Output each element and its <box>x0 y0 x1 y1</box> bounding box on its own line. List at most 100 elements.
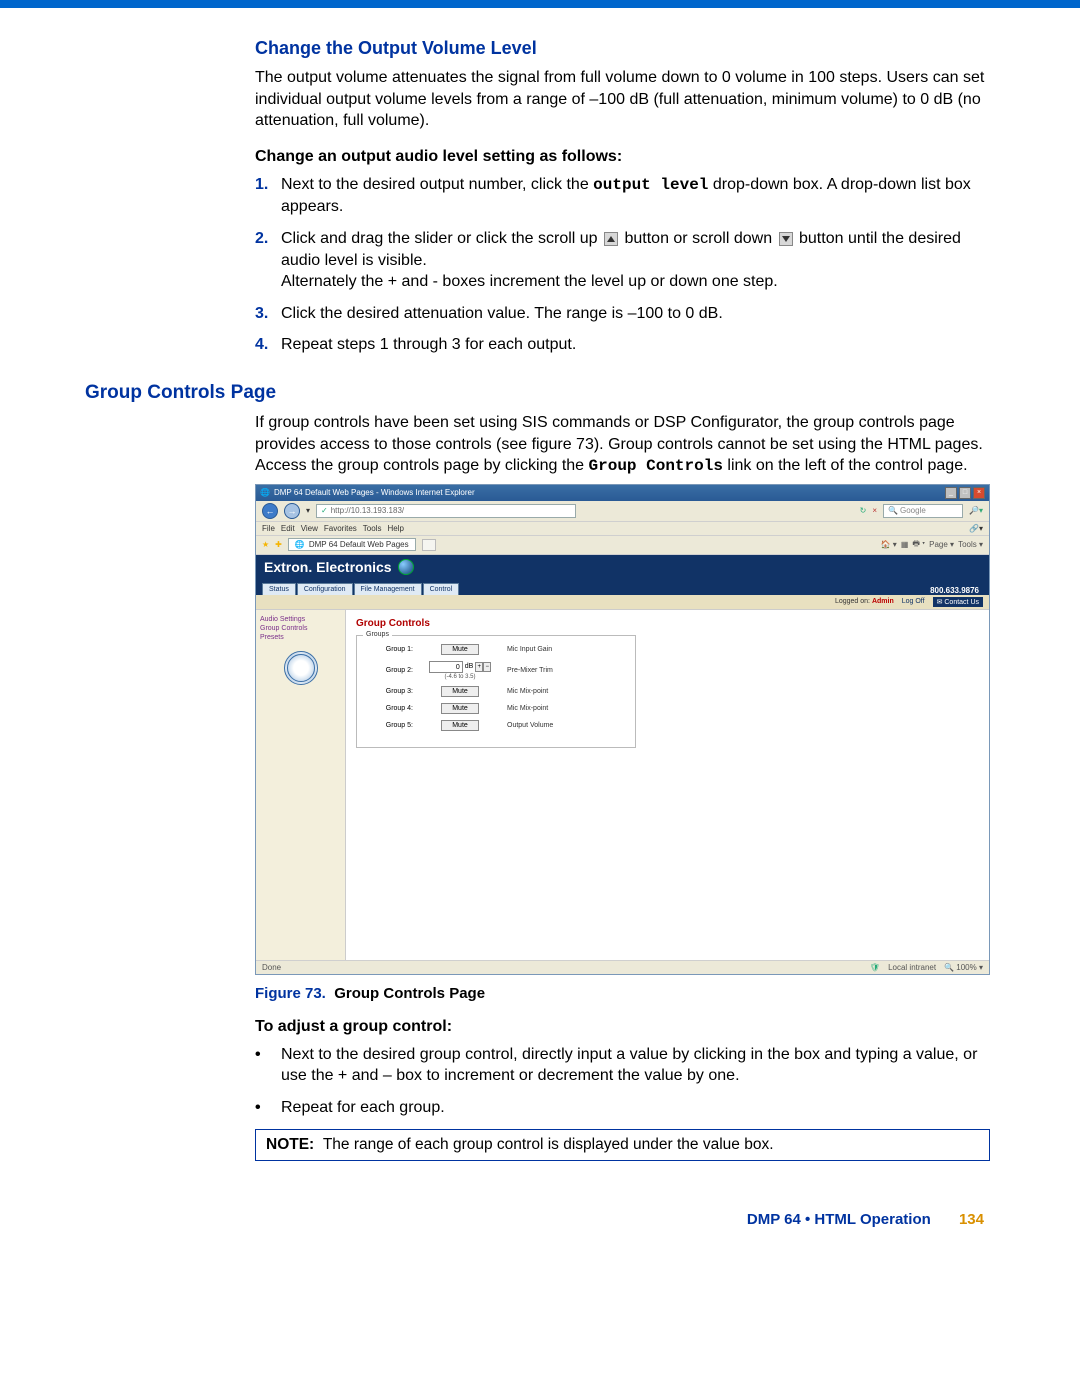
step-3: Click the desired attenuation value. The… <box>281 303 723 325</box>
adjust-bullets: •Next to the desired group control, dire… <box>255 1044 990 1119</box>
gc-para-mono: Group Controls <box>589 457 723 475</box>
zone-text: Local intranet <box>888 963 936 972</box>
group-2-desc: Pre-Mixer Trim <box>507 667 553 674</box>
step-2: Click and drag the slider or click the s… <box>281 228 990 293</box>
para-output-volume: The output volume attenuates the signal … <box>255 67 990 132</box>
tab-status[interactable]: Status <box>262 583 296 595</box>
group-1-mute-button[interactable]: Mute <box>441 644 479 655</box>
extron-statusbar: Logged on: Admin Log Off ✉ Contact Us <box>256 595 989 610</box>
extron-round-logo <box>284 651 318 685</box>
group-row-5: Group 5: Mute Output Volume <box>367 720 625 731</box>
group-1-desc: Mic Input Gain <box>507 646 552 653</box>
extron-banner: Extron. Electronics <box>256 555 989 579</box>
group-4-label: Group 4: <box>367 705 413 712</box>
globe-icon <box>398 559 414 575</box>
sidebar-audio-settings[interactable]: Audio Settings <box>260 616 341 623</box>
status-done: Done <box>262 963 281 972</box>
favorites-icon[interactable]: ★ <box>262 540 269 549</box>
bullet-1: Next to the desired group control, direc… <box>281 1044 990 1087</box>
sidebar-group-controls[interactable]: Group Controls <box>260 625 341 632</box>
step-1: Next to the desired output number, click… <box>281 174 990 218</box>
step2-text-b: button or scroll down <box>620 230 777 247</box>
home-icon[interactable]: 🏠 ▾ <box>881 540 897 549</box>
forward-button[interactable]: → <box>284 503 300 519</box>
group-2-inc-button[interactable]: + <box>475 662 483 672</box>
tool-tools[interactable]: Tools ▾ <box>958 540 983 549</box>
extron-tabs: Status Configuration File Management Con… <box>256 579 989 595</box>
page-content: Change the Output Volume Level The outpu… <box>0 8 1080 1288</box>
figure-caption: Figure 73. Group Controls Page <box>255 985 990 1002</box>
group-row-4: Group 4: Mute Mic Mix-point <box>367 703 625 714</box>
note-box: NOTE: The range of each group control is… <box>255 1129 990 1161</box>
group-row-3: Group 3: Mute Mic Mix-point <box>367 686 625 697</box>
group-3-label: Group 3: <box>367 688 413 695</box>
step-num-2: 2. <box>255 228 281 293</box>
tool-page[interactable]: Page ▾ <box>929 540 954 549</box>
dropdown-icon[interactable]: ▾ <box>306 506 310 515</box>
tab-configuration[interactable]: Configuration <box>297 583 353 595</box>
step2-text-d: Alternately the + and - boxes increment … <box>281 273 778 290</box>
zone-icon: 🛡 <box>870 963 880 972</box>
menu-favorites[interactable]: Favorites <box>324 524 357 533</box>
scroll-down-icon <box>779 232 793 246</box>
group-2-dec-button[interactable]: − <box>483 662 491 672</box>
minimize-button[interactable]: _ <box>945 487 957 499</box>
nav-bar: ← → ▾ ✓ http://10.13.193.183/ ↻ × 🔍 Goog… <box>256 501 989 522</box>
step-num-4: 4. <box>255 334 281 356</box>
bullet-2: Repeat for each group. <box>281 1097 445 1119</box>
step1-mono: output level <box>593 176 708 194</box>
extron-content: Audio Settings Group Controls Presets Gr… <box>256 610 989 960</box>
close-button[interactable]: × <box>973 487 985 499</box>
new-tab-button[interactable] <box>422 539 436 551</box>
subhead-change-output: Change an output audio level setting as … <box>255 148 990 166</box>
group-2-range: (-4.6 to 3.5) <box>444 674 475 680</box>
figure-title: Group Controls Page <box>334 985 485 1002</box>
sidebar-presets[interactable]: Presets <box>260 634 341 641</box>
back-button[interactable]: ← <box>262 503 278 519</box>
step-4: Repeat steps 1 through 3 for each output… <box>281 334 576 356</box>
menu-file[interactable]: File <box>262 524 275 533</box>
address-bar[interactable]: ✓ http://10.13.193.183/ <box>316 504 576 518</box>
group-5-mute-button[interactable]: Mute <box>441 720 479 731</box>
main-panel: Group Controls Groups Group 1: Mute Mic … <box>346 610 989 960</box>
group-3-mute-button[interactable]: Mute <box>441 686 479 697</box>
steps-list: 1. Next to the desired output number, cl… <box>255 174 990 356</box>
maximize-button[interactable]: □ <box>959 487 971 499</box>
panel-title: Group Controls <box>356 618 979 629</box>
logoff-link[interactable]: Log Off <box>902 598 925 605</box>
links-icon[interactable]: 🔗▾ <box>969 524 983 533</box>
groups-fieldset: Groups Group 1: Mute Mic Input Gain Grou… <box>356 635 636 748</box>
group-4-desc: Mic Mix-point <box>507 705 548 712</box>
menu-edit[interactable]: Edit <box>281 524 295 533</box>
para-group-controls: If group controls have been set using SI… <box>255 412 990 478</box>
step1-text-a: Next to the desired output number, click… <box>281 176 593 193</box>
refresh-icon[interactable]: ↻ <box>860 506 867 515</box>
ie-screenshot: 🌐 DMP 64 Default Web Pages - Windows Int… <box>255 484 990 975</box>
step2-text-a: Click and drag the slider or click the s… <box>281 230 602 247</box>
search-go-icon[interactable]: 🔎▾ <box>969 506 983 515</box>
window-titlebar: 🌐 DMP 64 Default Web Pages - Windows Int… <box>256 485 989 501</box>
add-favorites-icon[interactable]: ✚ <box>275 540 282 549</box>
menu-tools[interactable]: Tools <box>363 524 382 533</box>
contact-us-link[interactable]: ✉ Contact Us <box>933 597 983 607</box>
browser-tab[interactable]: 🌐 DMP 64 Default Web Pages <box>288 538 416 551</box>
search-input[interactable]: 🔍 Google <box>883 504 963 518</box>
url-text: http://10.13.193.183/ <box>331 506 404 515</box>
feeds-icon[interactable]: ▦ <box>901 540 909 549</box>
print-icon[interactable]: 🖶 ▾ <box>912 538 925 552</box>
tab-file-management[interactable]: File Management <box>354 583 422 595</box>
tab-title: DMP 64 Default Web Pages <box>309 540 409 549</box>
tab-page-icon: 🌐 <box>295 540 305 549</box>
menu-help[interactable]: Help <box>387 524 403 533</box>
zoom-level[interactable]: 🔍 100% ▾ <box>944 963 983 972</box>
group-5-label: Group 5: <box>367 722 413 729</box>
tab-control[interactable]: Control <box>423 583 460 595</box>
stop-icon[interactable]: × <box>872 506 877 515</box>
group-4-mute-button[interactable]: Mute <box>441 703 479 714</box>
logged-on: Logged on: Admin <box>835 598 894 605</box>
page-footer: DMP 64 • HTML Operation 134 <box>85 1211 990 1228</box>
group-2-value-input[interactable]: 0 <box>429 661 463 673</box>
scroll-up-icon <box>604 232 618 246</box>
group-row-1: Group 1: Mute Mic Input Gain <box>367 644 625 655</box>
menu-view[interactable]: View <box>301 524 318 533</box>
